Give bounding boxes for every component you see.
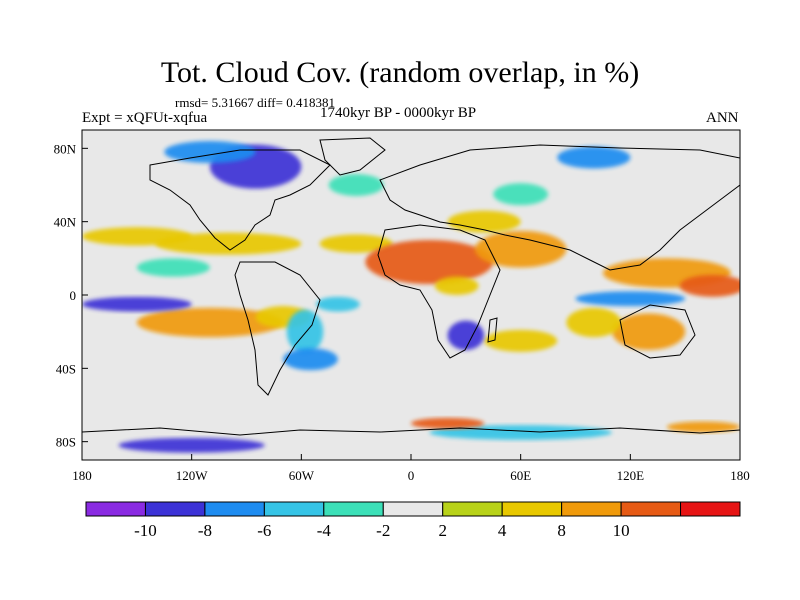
experiment-label: Expt = xQFUt-xqfua — [82, 110, 208, 126]
anomaly-region-3 — [365, 240, 494, 284]
anomaly-region-29 — [666, 421, 740, 433]
coastlines — [82, 137, 740, 436]
y-tick-label: 80N — [54, 141, 77, 156]
greenland-coast — [319, 137, 386, 176]
y-tick-label: 40S — [56, 361, 76, 376]
colorbar-label: -8 — [198, 521, 212, 540]
x-tick-label: 0 — [408, 468, 415, 483]
africa-coast — [377, 224, 501, 359]
anomaly-region-1 — [155, 232, 302, 255]
colorbar-label: -2 — [376, 521, 390, 540]
x-axis: 180 120W 60W 0 60E 120E 180 — [72, 454, 750, 483]
season-label: ANN — [706, 110, 739, 126]
y-axis: 80N 40N 0 40S 80S — [54, 141, 88, 450]
y-tick-label: 80S — [56, 435, 76, 450]
x-tick-label: 180 — [730, 468, 750, 483]
anomaly-region-23 — [493, 183, 549, 206]
australia-coast — [619, 304, 696, 359]
x-tick-label: 120E — [617, 468, 645, 483]
period-label: 1740kyr BP - 0000kyr BP — [320, 105, 477, 121]
colorbar-swatch — [501, 501, 563, 517]
anomaly-region-8 — [612, 313, 686, 350]
colorbar-swatch — [561, 501, 622, 517]
x-tick-label: 120W — [176, 468, 209, 483]
x-tick-label: 180 — [72, 468, 92, 483]
north-america-coast — [149, 149, 331, 251]
colorbar-swatch — [144, 501, 206, 517]
anomaly-region-4 — [474, 230, 567, 268]
y-tick-label: 40N — [54, 215, 77, 230]
colorbar-swatch — [263, 501, 325, 517]
anomaly-region-22 — [315, 296, 360, 312]
colorbar-swatch — [680, 501, 741, 517]
anomaly-region-25 — [136, 258, 210, 277]
south-america-coast — [234, 261, 321, 396]
chart-title: Tot. Cloud Cov. (random overlap, in %) — [160, 56, 640, 89]
antarctica-coast — [82, 427, 740, 436]
y-tick-label: 0 — [70, 288, 77, 303]
colorbar-label: 4 — [498, 521, 507, 540]
colorbar-label: -4 — [317, 521, 332, 540]
colorbar-swatch — [620, 501, 682, 517]
anomaly-region-20 — [286, 309, 324, 354]
anomaly-region-17 — [164, 141, 256, 163]
anomaly-region-5 — [447, 210, 521, 233]
anomaly-region-15 — [575, 291, 686, 306]
x-tick-label: 60E — [510, 468, 531, 483]
anomaly-region-18 — [557, 146, 631, 169]
colorbar-swatch — [442, 501, 503, 517]
anomaly-region-12 — [484, 329, 558, 352]
anomaly-region-14 — [82, 296, 192, 312]
madagascar-coast — [487, 317, 498, 343]
colorbar-label: -10 — [134, 521, 157, 540]
colorbar-swatch — [85, 501, 146, 517]
colorbar-swatch — [323, 501, 384, 517]
colorbar-swatch — [382, 501, 444, 517]
anomaly-region-13 — [434, 276, 479, 296]
anomaly-region-7 — [679, 274, 740, 297]
x-tick-label: 60W — [289, 468, 315, 483]
colorbar: -10 -8 -6 -4 -2 2 4 8 10 — [85, 501, 741, 540]
anomaly-region-26 — [118, 438, 265, 453]
eurasia-coast — [379, 144, 740, 271]
colorbar-label: 10 — [613, 521, 630, 540]
colorbar-label: 2 — [438, 521, 447, 540]
anomaly-fields — [82, 141, 740, 453]
anomaly-region-21 — [283, 348, 338, 371]
stats-label: rmsd= 5.31667 diff= 0.418381 — [175, 95, 335, 110]
anomaly-region-28 — [411, 417, 485, 429]
anomaly-region-19 — [447, 320, 485, 351]
colorbar-label: -6 — [257, 521, 271, 540]
colorbar-swatch — [204, 501, 265, 517]
anomaly-region-9 — [566, 307, 622, 338]
anomaly-region-2 — [319, 234, 393, 253]
colorbar-label: 8 — [557, 521, 566, 540]
anomaly-region-24 — [328, 174, 384, 196]
